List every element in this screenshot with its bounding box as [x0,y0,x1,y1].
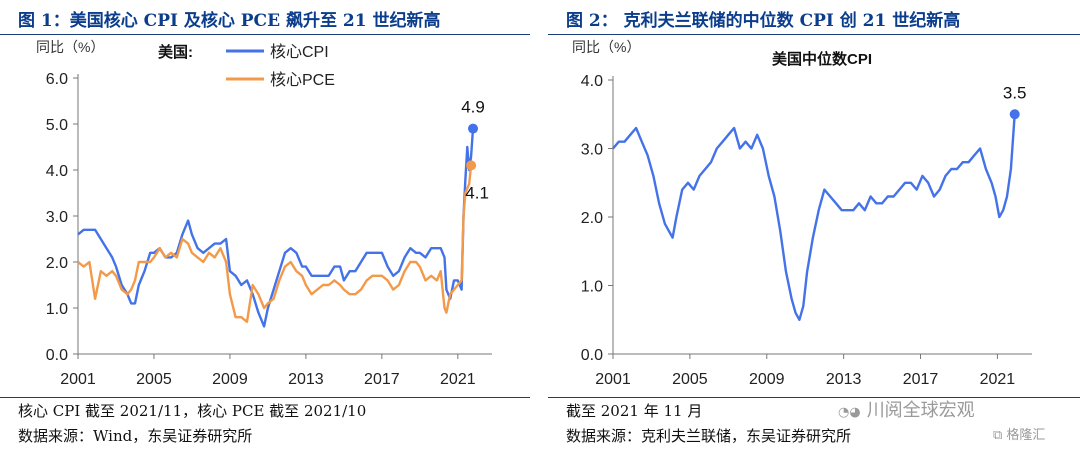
figure-2-note: 截至 2021 年 11 月 [566,402,703,420]
y-tick-label: 4.0 [46,163,68,180]
figure-1-title-rule [0,34,530,35]
x-tick-label: 2017 [903,371,939,388]
y-tick-label: 1.0 [581,279,603,296]
y-tick-label: 0.0 [581,347,603,364]
y-tick-label: 1.0 [46,301,68,318]
figure-1-panel: 图 1：美国核心 CPI 及核心 PCE 飙升至 21 世纪新高 同比（%） 0.… [0,0,530,452]
figure-1-title: 图 1：美国核心 CPI 及核心 PCE 飙升至 21 世纪新高 [18,11,441,31]
y-tick-label: 2.0 [46,255,68,272]
x-tick-label: 2001 [60,371,96,388]
figure-2-bottom-rule [548,397,1080,398]
gelonghui-icon: ⧉ [993,428,1007,443]
figure-1-source: 数据来源：Wind，东吴证券研究所 [18,427,253,445]
x-tick-label: 2013 [826,371,862,388]
x-tick-label: 2017 [364,371,400,388]
watermark-text: 川阅全球宏观 [866,400,975,421]
figure-2-title: 图 2： 克利夫兰联储的中位数 CPI 创 21 世纪新高 [566,11,961,31]
y-tick-label: 2.0 [581,210,603,227]
legend-title: 美国: [158,43,193,61]
end-point-marker [466,160,477,171]
watermark-secondary: ⧉ 格隆汇 [993,424,1045,443]
x-tick-label: 2013 [288,371,324,388]
y-axis-label: 同比（%） [36,39,104,55]
x-tick-label: 2009 [212,371,248,388]
figure-1-bottom-rule [0,397,530,398]
y-tick-label: 5.0 [46,117,68,134]
data-label: 4.9 [461,98,485,117]
series-line-0 [612,114,1016,321]
end-point-marker [1009,109,1020,120]
y-tick-label: 3.0 [581,142,603,159]
figure-2-panel: 图 2： 克利夫兰联储的中位数 CPI 创 21 世纪新高 同比（%） 0.0 1.… [548,0,1080,452]
figure-2-chart: 同比（%） 0.0 1.0 2.0 3.0 4.0 2001 2005 2009 2013 2017… [572,39,1032,388]
legend-label: 核心PCE [270,71,335,89]
series-line-1 [77,165,473,323]
watermark-secondary-text: 格隆汇 [1006,428,1046,443]
series-line-0 [77,128,475,328]
y-tick-label: 3.0 [46,209,68,226]
x-tick-label: 2009 [749,371,785,388]
x-tick-label: 2001 [595,371,631,388]
wechat-icon: ◔◕ [838,405,861,420]
end-point-marker [468,123,479,134]
legend-label: 核心CPI [270,43,329,61]
x-tick-label: 2021 [440,371,476,388]
figure-2-title-rule [548,34,1080,35]
watermark: ◔◕ 川阅全球宏观 [838,396,975,422]
figure-1-chart: 同比（%） 0.0 1.0 2.0 3.0 4.0 5.0 6.0 2001 2005 2009 20… [36,39,492,388]
figure-2-source: 数据来源：克利夫兰联储，东吴证券研究所 [566,427,852,445]
x-tick-label: 2021 [980,371,1016,388]
y-tick-label: 6.0 [46,71,68,88]
figure-1-note: 核心 CPI 截至 2021/11，核心 PCE 截至 2021/10 [18,402,367,420]
y-axis-label: 同比（%） [572,39,640,55]
y-tick-label: 0.0 [46,347,68,364]
y-tick-label: 4.0 [581,73,603,90]
data-label: 3.5 [1003,83,1027,102]
chart-title: 美国中位数CPI [772,50,872,68]
x-tick-label: 2005 [672,371,708,388]
x-tick-label: 2005 [136,371,172,388]
data-label: 4.1 [465,183,489,202]
